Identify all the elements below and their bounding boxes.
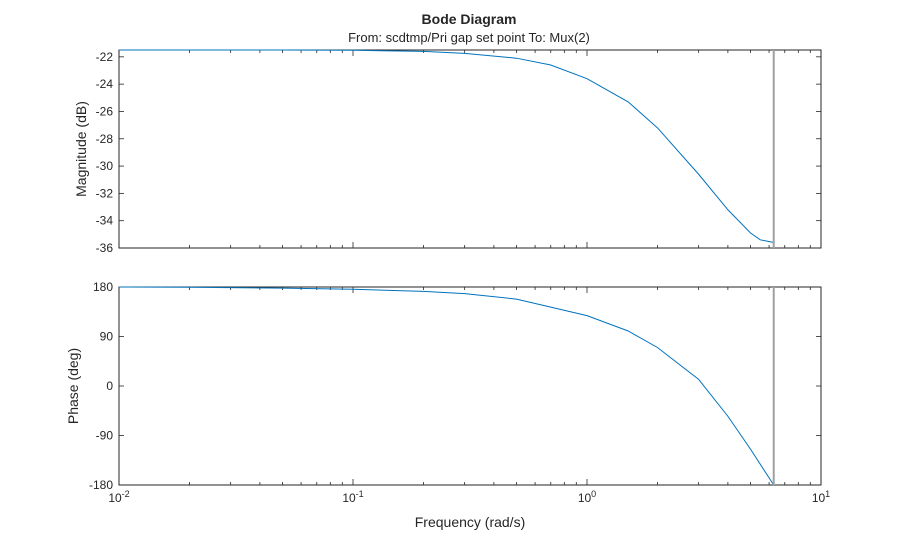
x-tick-base: 10 <box>108 491 122 505</box>
chart-subtitle: From: scdtmp/Pri gap set point To: Mux(2… <box>348 30 590 45</box>
magnitude-series-line <box>119 49 774 244</box>
x-tick-label: 10-1 <box>342 489 363 505</box>
x-tick-label: 100 <box>578 489 596 505</box>
x-tick-labels: 10-2 10-1 100 101 <box>108 489 830 505</box>
x-tick-exponent: 0 <box>591 489 596 499</box>
x-tick-exponent: 1 <box>825 489 830 499</box>
magnitude-panel: -22 -24 -26 -28 -30 -32 -34 -36 Magnitude (dB) <box>73 49 822 255</box>
magnitude-ytick-label: -22 <box>96 50 114 64</box>
x-axis-label: Frequency (rad/s) <box>415 514 525 530</box>
phase-ytick-label: 90 <box>100 330 114 344</box>
phase-ytick-label: 180 <box>93 280 113 294</box>
magnitude-ytick-label: -24 <box>96 77 114 91</box>
phase-ytick-label: 0 <box>106 379 113 393</box>
magnitude-ticks: -22 -24 -26 -28 -30 -32 -34 -36 <box>96 50 822 255</box>
x-tick-label: 10-2 <box>108 489 129 505</box>
x-tick-exponent: -2 <box>122 489 130 499</box>
magnitude-axes-frame <box>118 49 822 249</box>
phase-axes-frame <box>118 286 822 486</box>
phase-ylabel: Phase (deg) <box>65 348 81 424</box>
x-tick-base: 10 <box>812 491 826 505</box>
phase-ytick-label: -90 <box>96 429 114 443</box>
magnitude-ytick-label: -34 <box>96 214 114 228</box>
chart-title: Bode Diagram <box>422 11 517 27</box>
magnitude-ytick-label: -36 <box>96 241 114 255</box>
magnitude-ytick-label: -26 <box>96 104 114 118</box>
x-tick-exponent: -1 <box>356 489 364 499</box>
x-tick-label: 101 <box>812 489 830 505</box>
phase-ticks: 180 90 0 -90 -180 <box>89 280 822 492</box>
x-tick-base: 10 <box>342 491 356 505</box>
phase-series-line <box>118 286 775 486</box>
phase-panel: 180 90 0 -90 -180 Phase (deg) <box>65 280 822 492</box>
magnitude-ytick-label: -30 <box>96 159 114 173</box>
magnitude-ytick-label: -32 <box>96 186 114 200</box>
magnitude-ylabel: Magnitude (dB) <box>73 101 89 197</box>
magnitude-ytick-label: -28 <box>96 132 114 146</box>
phase-ytick-label: -180 <box>89 478 113 492</box>
x-tick-base: 10 <box>578 491 592 505</box>
